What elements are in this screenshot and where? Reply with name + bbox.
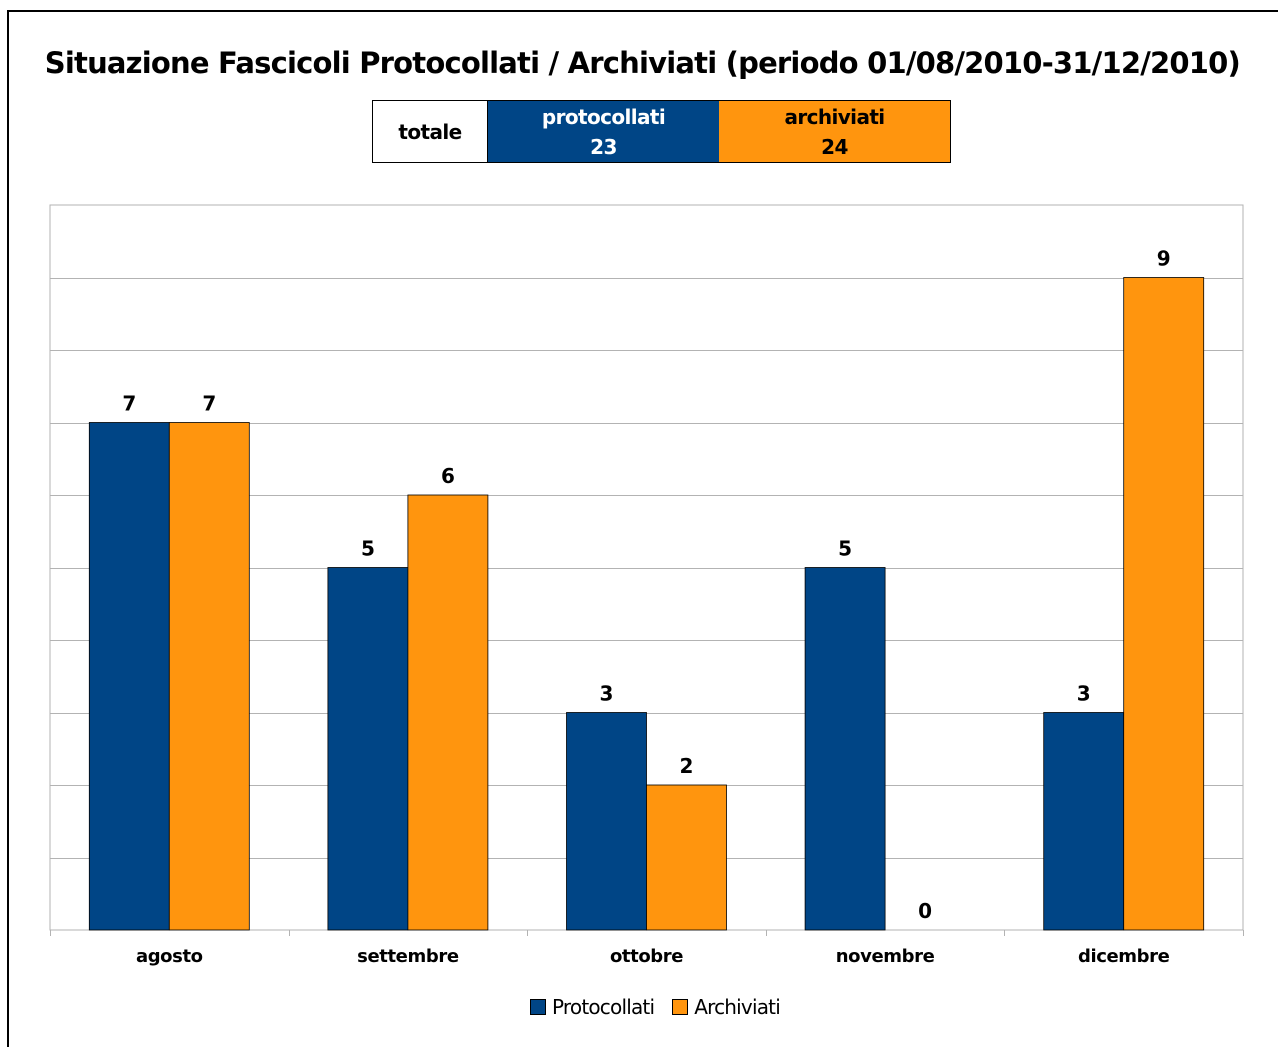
totals-label-cell: totale bbox=[373, 101, 488, 162]
bar bbox=[407, 494, 489, 931]
x-tick-label: settembre bbox=[357, 946, 459, 967]
chart-title: Situazione Fascicoli Protocollati / Arch… bbox=[44, 46, 1241, 80]
bar bbox=[168, 422, 250, 931]
totals-protocollati-cell: protocollati 23 bbox=[488, 101, 719, 162]
bar bbox=[804, 567, 886, 931]
chart-frame bbox=[7, 10, 1278, 1047]
totals-archiviati-value: 24 bbox=[821, 134, 848, 159]
x-tick-label: agosto bbox=[136, 946, 203, 967]
data-label: 9 bbox=[1157, 247, 1171, 271]
bar bbox=[646, 784, 727, 931]
legend-label-protocollati: Protocollati bbox=[552, 995, 655, 1019]
totals-protocollati-value: 23 bbox=[590, 134, 617, 159]
data-label: 2 bbox=[680, 754, 694, 778]
data-label: 3 bbox=[1077, 682, 1091, 706]
x-tick-label: ottobre bbox=[610, 946, 683, 967]
bar bbox=[1123, 277, 1205, 931]
legend-entry-archiviati: Archiviati bbox=[672, 995, 781, 1019]
legend: Protocollati Archiviati bbox=[530, 995, 798, 1019]
data-label: 3 bbox=[600, 682, 614, 706]
data-label: 0 bbox=[918, 899, 932, 923]
totals-archiviati-cell: archiviati 24 bbox=[719, 101, 950, 162]
legend-label-archiviati: Archiviati bbox=[694, 995, 781, 1019]
data-label: 7 bbox=[202, 392, 216, 416]
totals-table: totale protocollati 23 archiviati 24 bbox=[372, 100, 951, 163]
totals-protocollati-label: protocollati bbox=[541, 104, 666, 129]
data-label: 5 bbox=[838, 537, 852, 561]
data-label: 7 bbox=[122, 392, 136, 416]
legend-swatch-protocollati bbox=[530, 999, 546, 1015]
totals-archiviati-label: archiviati bbox=[784, 104, 885, 129]
legend-entry-protocollati: Protocollati bbox=[530, 995, 655, 1019]
bar bbox=[327, 567, 409, 931]
bar bbox=[88, 422, 170, 931]
bar bbox=[566, 712, 647, 931]
data-label: 6 bbox=[441, 464, 455, 488]
totals-label: totale bbox=[398, 119, 462, 144]
legend-swatch-archiviati bbox=[672, 999, 689, 1015]
bar bbox=[1043, 712, 1125, 931]
x-tick-label: dicembre bbox=[1078, 946, 1170, 967]
x-tick-label: novembre bbox=[836, 946, 935, 967]
data-label: 5 bbox=[361, 537, 375, 561]
